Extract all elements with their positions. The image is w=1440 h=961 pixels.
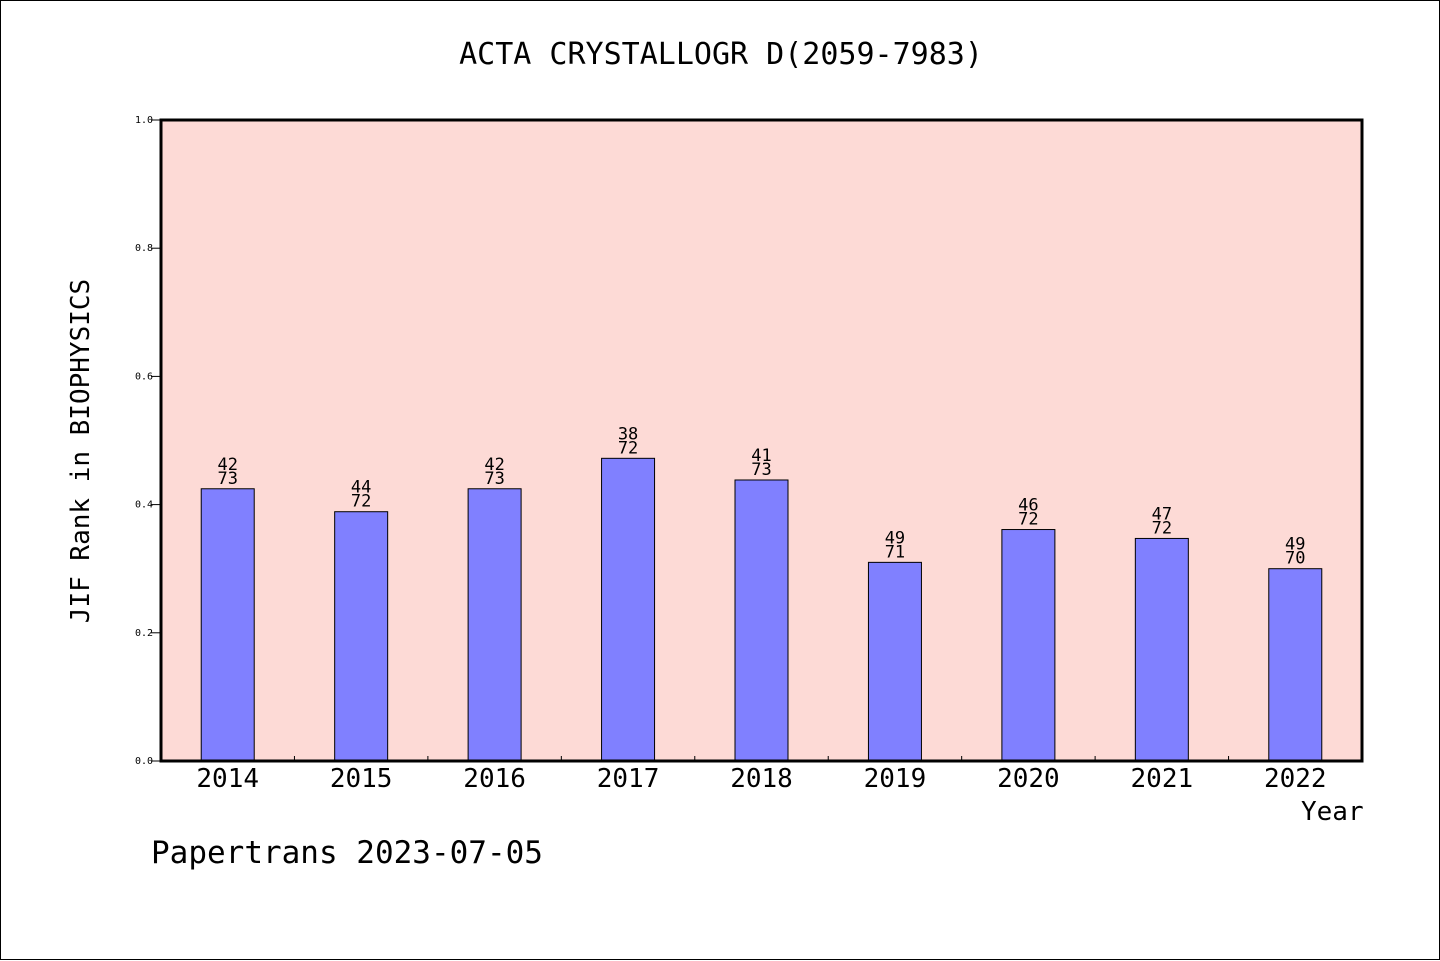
bar-2018 xyxy=(734,479,789,762)
footer-source-date: Papertrans 2023-07-05 xyxy=(151,835,543,871)
bar-total-label: 73 xyxy=(484,469,504,489)
x-axis-label: Year xyxy=(1301,797,1364,827)
x-tick-label: 2015 xyxy=(330,764,393,794)
plot-border xyxy=(159,118,1364,763)
bar-total-label: 73 xyxy=(217,469,237,489)
bar-2014 xyxy=(200,488,255,762)
x-tick-label: 2022 xyxy=(1264,764,1327,794)
bar-rank-label: 49 xyxy=(1285,535,1305,555)
bar-rank-label: 46 xyxy=(1018,496,1038,516)
bar-total-label: 72 xyxy=(618,438,638,458)
y-tick-label: 1.0 xyxy=(135,115,153,126)
bar-rank-label: 47 xyxy=(1152,504,1172,524)
bar-total-label: 71 xyxy=(885,542,905,562)
y-tick-label: 0.6 xyxy=(135,371,153,382)
y-tick-label: 0.0 xyxy=(135,756,153,767)
bar-rank-label: 42 xyxy=(484,455,504,475)
x-tick-label: 2017 xyxy=(597,764,660,794)
x-tick-label: 2016 xyxy=(463,764,526,794)
bar-total-label: 73 xyxy=(751,460,771,480)
bar-rank-label: 41 xyxy=(751,446,771,466)
y-tick-label: 0.2 xyxy=(135,628,153,639)
bar-rank-label: 38 xyxy=(618,424,638,444)
x-tick-label: 2021 xyxy=(1131,764,1194,794)
bar-rank-label: 44 xyxy=(351,478,371,498)
bar-total-label: 72 xyxy=(1018,510,1038,530)
bar-total-label: 70 xyxy=(1285,549,1305,569)
bar-2020 xyxy=(1001,529,1056,762)
chart-title: ACTA CRYSTALLOGR D(2059-7983) xyxy=(459,37,983,72)
x-tick-label: 2018 xyxy=(730,764,793,794)
bar-total-label: 72 xyxy=(1152,518,1172,538)
y-tick-label: 0.4 xyxy=(135,500,153,511)
bar-2021 xyxy=(1134,537,1189,762)
bar-2015 xyxy=(334,511,389,762)
bar-2016 xyxy=(467,488,522,762)
bar-2019 xyxy=(867,561,922,762)
bar-rank-label: 42 xyxy=(217,455,237,475)
bar-2017 xyxy=(601,457,656,762)
x-tick-label: 2019 xyxy=(864,764,927,794)
x-tick-label: 2014 xyxy=(196,764,259,794)
bar-total-label: 72 xyxy=(351,492,371,512)
x-tick-label: 2020 xyxy=(997,764,1060,794)
bar-2022 xyxy=(1268,568,1323,762)
bar-rank-label: 49 xyxy=(885,528,905,548)
y-tick-label: 0.8 xyxy=(135,243,153,254)
